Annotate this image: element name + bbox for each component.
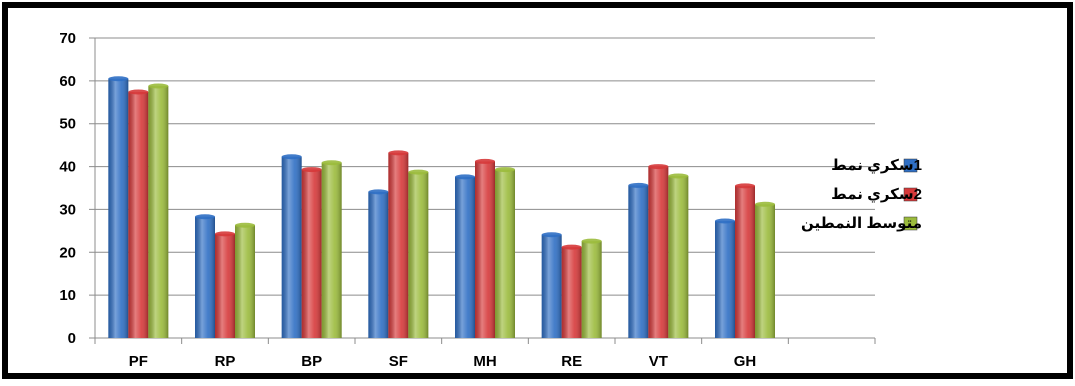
y-tick-labels: 0 10 20 30 40 50 60 70 (59, 30, 76, 347)
bar-cap (715, 218, 735, 224)
bar-shading (561, 247, 582, 338)
legend-label-3: متوسط النمطين (801, 215, 922, 232)
bar-shading (235, 225, 255, 338)
bar-cap (541, 232, 562, 238)
y-tick-label: 20 (59, 244, 76, 261)
bar-shading (195, 216, 215, 338)
bar-shading (715, 221, 735, 338)
y-tick-label: 10 (59, 287, 76, 304)
bar-cap (408, 169, 429, 175)
x-tick-label: GH (734, 353, 757, 370)
legend: 1سكري نمط 2سكري نمط متوسط النمطين (801, 157, 922, 232)
x-tick-label: SF (389, 353, 408, 370)
bar-shading (581, 241, 602, 338)
y-tick-label: 30 (59, 201, 76, 218)
y-tick-label: 0 (68, 330, 76, 347)
y-tick-label: 60 (59, 73, 76, 90)
bar-cap (195, 214, 215, 220)
bar-shading (735, 185, 755, 338)
x-tick-label: VT (649, 353, 668, 370)
chart-border (2, 2, 1073, 379)
y-tick-label: 50 (59, 116, 76, 133)
bar-cap (455, 174, 475, 180)
bar-shading (148, 86, 169, 338)
bar-cap (281, 154, 302, 160)
bar-cap (388, 150, 409, 156)
bar-cap (495, 167, 515, 173)
bar-cap (755, 201, 775, 207)
bar-cap (581, 238, 602, 244)
bar-cap (301, 167, 322, 173)
bar-shading (455, 176, 475, 338)
bar-shading (495, 169, 515, 338)
legend-label-2: 2سكري نمط (831, 186, 922, 204)
bar-shading (215, 233, 235, 338)
bar-cap (628, 182, 649, 188)
bar-cap (235, 222, 255, 228)
bar-shading (368, 191, 389, 338)
bar-cap (475, 158, 495, 164)
bar-cap (148, 83, 169, 89)
bar-cap (648, 164, 669, 170)
y-tick-label: 40 (59, 159, 76, 176)
bar-shading (301, 169, 322, 338)
legend-swatch-2 (903, 187, 918, 202)
bar-shading (475, 161, 495, 338)
bar-cap (735, 183, 755, 189)
x-tick-label: MH (473, 353, 496, 370)
legend-label-1: 1سكري نمط (831, 157, 922, 175)
x-tick-label: RE (561, 353, 582, 370)
bar-cap (668, 173, 689, 179)
bar-shading (541, 234, 562, 338)
bar-cap (108, 76, 129, 82)
bar-cap (215, 231, 235, 237)
bar-shading (755, 204, 775, 338)
x-tick-label: PF (129, 353, 148, 370)
bar-shading (281, 156, 302, 338)
x-tick-label: BP (301, 353, 322, 370)
bar-shading (128, 92, 149, 338)
bar-cap (128, 89, 149, 95)
bar-shading (668, 176, 689, 338)
bar-shading (388, 152, 409, 338)
x-tick-labels: PF RP BP SF MH RE VT GH (129, 353, 757, 370)
y-tick-label: 70 (59, 30, 76, 47)
bar-cap (368, 189, 389, 195)
bars (108, 76, 775, 338)
bar-shading (648, 166, 669, 338)
legend-swatch-1 (903, 158, 918, 173)
bar-shading (108, 78, 129, 338)
bar-shading (321, 162, 342, 338)
bar-shading (628, 185, 649, 338)
bar-cap (561, 244, 582, 250)
legend-swatch-3 (903, 216, 918, 231)
x-tick-label: RP (215, 353, 236, 370)
bar-shading (408, 172, 429, 338)
bar-cap (321, 160, 342, 166)
